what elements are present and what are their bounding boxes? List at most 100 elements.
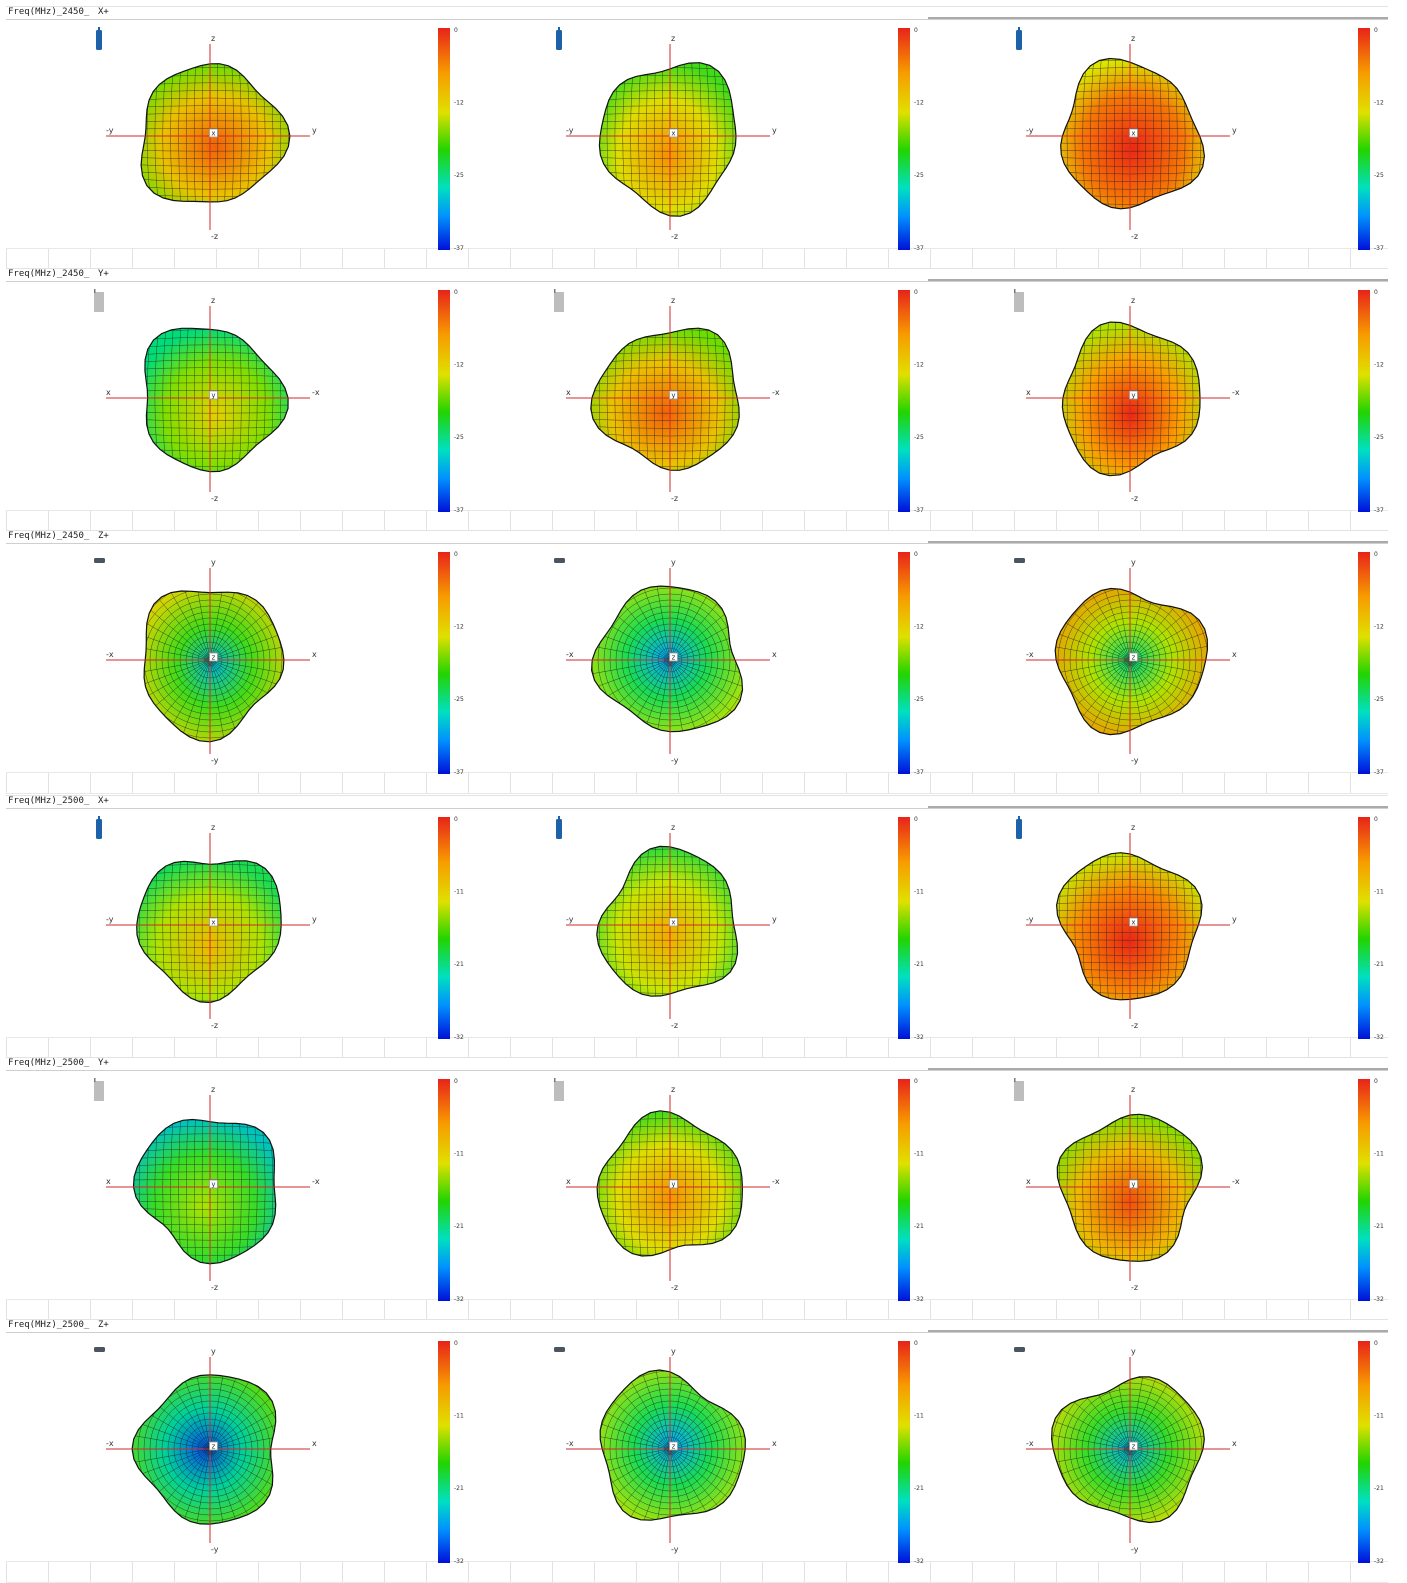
axis-label-down: -y (211, 756, 219, 765)
axis-label-left: -x (566, 1439, 574, 1448)
colorbar-tick-label: -12 (914, 624, 924, 631)
side-phone-icon (1014, 1078, 1024, 1101)
axis-label-left: -x (1026, 1439, 1034, 1448)
axis-label-left: x (566, 1177, 571, 1186)
axis-label-right: x (1232, 650, 1237, 659)
colorbar-tick-label: -25 (914, 696, 924, 703)
pattern-svg: z -z x -x y 0 -11 -21 -32 (1014, 1078, 1384, 1301)
colorbar-tick-label: -25 (914, 434, 924, 441)
colorbar-tick-label: -12 (454, 624, 464, 631)
colorbar-tick-label: -32 (1374, 1034, 1384, 1039)
colorbar-tick-label: -21 (454, 961, 464, 968)
colorbar-tick-label: -11 (454, 889, 464, 896)
axis-label-right: x (772, 650, 777, 659)
axis-label-left: -x (106, 1439, 114, 1448)
direction-label: Z+ (98, 1320, 109, 1330)
radiation-pattern-panel: z -z x -x y 0 -12 -25 -37 (926, 280, 1386, 528)
flat-phone-icon (1014, 558, 1025, 563)
axis-label-down: -z (671, 232, 678, 241)
pattern-svg: z -z x -x y 0 -11 -21 -32 (94, 1078, 464, 1301)
colorbar-tick-label: -25 (1374, 696, 1384, 703)
axis-label-left: x (1026, 1177, 1031, 1186)
axis-label-down: -y (1131, 756, 1139, 765)
axis-label-right: y (772, 915, 777, 924)
axis-label-left: -y (106, 126, 114, 135)
colorbar-tick-label: -25 (454, 696, 464, 703)
pattern-svg: z -z -y y x 0 -12 -25 -37 (96, 27, 464, 250)
radiation-pattern-panel: y -y -x x z 0 -11 -21 -32 (6, 1331, 466, 1579)
axis-label-down: -z (1131, 494, 1138, 503)
pattern-section: Freq(MHz)_2500_ X+ z -z -y y x 0 -11 -21 -32 z -z -y y… (0, 795, 1407, 1059)
radiation-pattern-panel: y -y -x x z 0 -12 -25 -37 (926, 542, 1386, 790)
axis-label-left: x (106, 1177, 111, 1186)
axis-label-right: y (312, 126, 317, 135)
pattern-svg: y -y -x x z 0 -11 -21 -32 (1014, 1340, 1384, 1563)
colorbar-tick-label: 0 (1374, 1078, 1378, 1085)
axis-label-left: -x (1026, 650, 1034, 659)
vertical-phone-icon (556, 816, 562, 839)
colorbar (438, 1079, 450, 1301)
colorbar-tick-label: -37 (1374, 769, 1384, 774)
colorbar-tick-label: -11 (914, 1151, 924, 1158)
colorbar-tick-label: 0 (454, 289, 458, 296)
frequency-label: Freq(MHz)_2500_ (8, 1058, 90, 1068)
flat-phone-icon (94, 1347, 105, 1352)
direction-label: Y+ (98, 1058, 109, 1068)
colorbar-tick-label: 0 (914, 289, 918, 296)
colorbar (1358, 28, 1370, 250)
colorbar-tick-label: -12 (454, 362, 464, 369)
colorbar (1358, 1341, 1370, 1563)
colorbar-tick-label: -32 (914, 1034, 924, 1039)
axis-label-up: z (1131, 823, 1135, 832)
colorbar-tick-label: -32 (914, 1296, 924, 1301)
side-phone-icon (554, 1078, 564, 1101)
side-phone-icon (94, 289, 104, 312)
axis-label-center: x (1131, 130, 1135, 138)
frequency-label: Freq(MHz)_2500_ (8, 796, 90, 806)
axis-label-down: -y (1131, 1545, 1139, 1554)
colorbar-tick-label: -21 (1374, 961, 1384, 968)
axis-label-left: -y (566, 915, 574, 924)
colorbar-tick-label: 0 (454, 1078, 458, 1085)
colorbar-tick-label: -37 (1374, 245, 1384, 250)
axis-label-center: x (211, 130, 215, 138)
section-header: Freq(MHz)_2500_ X+ (6, 795, 1388, 809)
pattern-svg: z -z x -x y 0 -12 -25 -37 (554, 289, 924, 512)
colorbar-tick-label: 0 (1374, 551, 1378, 558)
vertical-phone-icon (556, 27, 562, 50)
flat-phone-icon (554, 558, 565, 563)
header-divider (928, 1330, 1388, 1332)
center-marker (669, 128, 678, 138)
center-marker (209, 390, 218, 400)
axis-label-up: z (671, 296, 675, 305)
radiation-pattern-panel: y -y -x x z 0 -12 -25 -37 (6, 542, 466, 790)
pattern-section: Freq(MHz)_2450_ Y+ z -z x -x y 0 -12 -25 -37 z -z x -x… (0, 268, 1407, 532)
center-marker (669, 390, 678, 400)
axis-label-right: y (1232, 915, 1237, 924)
colorbar-tick-label: -37 (914, 769, 924, 774)
colorbar-tick-label: -12 (914, 100, 924, 107)
center-marker (209, 652, 218, 662)
axis-label-down: -y (671, 1545, 679, 1554)
axis-label-center: z (672, 654, 676, 662)
colorbar-tick-label: -11 (914, 1413, 924, 1420)
axis-label-up: z (211, 296, 215, 305)
vertical-phone-icon (96, 27, 102, 50)
axis-label-right: x (1232, 1439, 1237, 1448)
axis-label-left: -y (1026, 915, 1034, 924)
axis-label-right: y (312, 915, 317, 924)
axis-label-down: -z (1131, 1021, 1138, 1030)
colorbar-tick-label: -12 (1374, 362, 1384, 369)
axis-label-right: x (772, 1439, 777, 1448)
vertical-phone-icon (96, 816, 102, 839)
center-marker (209, 917, 218, 927)
axis-label-right: -x (1232, 1177, 1240, 1186)
center-marker (209, 128, 218, 138)
axis-label-center: x (211, 919, 215, 927)
radiation-pattern-panel: z -z x -x y 0 -12 -25 -37 (6, 280, 466, 528)
section-header: Freq(MHz)_2450_ Z+ (6, 530, 1388, 544)
colorbar-tick-label: -11 (454, 1151, 464, 1158)
colorbar-tick-label: -32 (454, 1558, 464, 1563)
pattern-svg: z -z -y y x 0 -12 -25 -37 (556, 27, 924, 250)
pattern-section: Freq(MHz)_2450_ X+ z -z -y y x 0 -12 -25 -37 z -z -y y… (0, 6, 1407, 270)
